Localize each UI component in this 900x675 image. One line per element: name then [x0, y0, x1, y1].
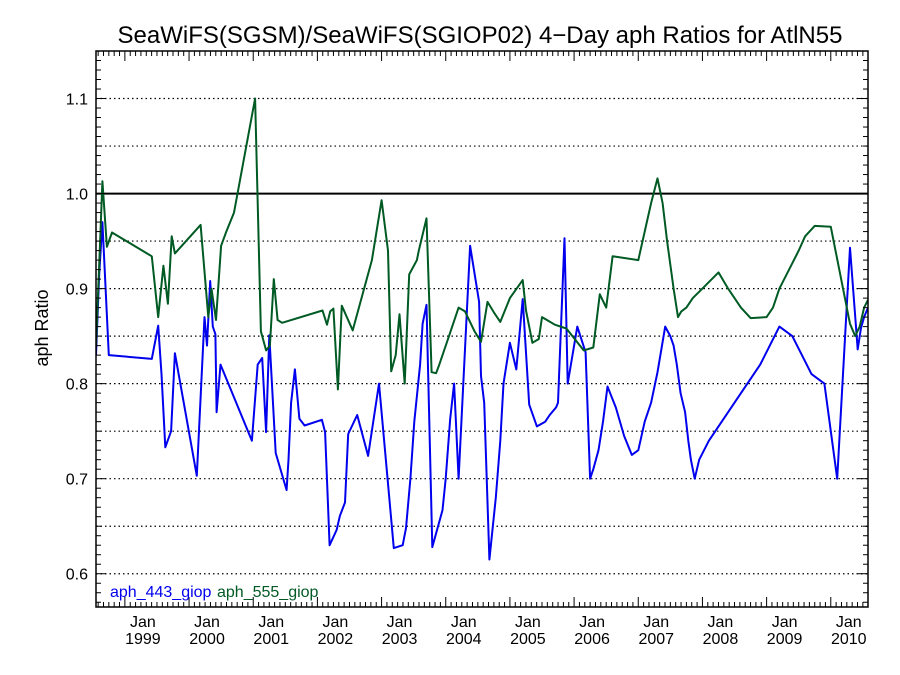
tick-labels: 0.60.70.80.91.01.1Jan1999Jan2000Jan2001J… [66, 92, 867, 648]
x-tick-month-4: Jan [387, 614, 413, 631]
x-tick-month-9: Jan [708, 614, 734, 631]
x-tick-month-7: Jan [579, 614, 605, 631]
y-tick-label-4: 1.0 [66, 187, 88, 204]
x-tick-year-6: 2005 [510, 631, 546, 648]
x-tick-month-5: Jan [451, 614, 477, 631]
x-tick-year-4: 2003 [382, 631, 418, 648]
y-tick-label-1: 0.7 [66, 472, 88, 489]
x-tick-year-8: 2007 [638, 631, 674, 648]
legend: aph_443_giop aph_555_giop [110, 584, 319, 601]
axes [95, 50, 869, 608]
x-tick-year-7: 2006 [574, 631, 610, 648]
y-tick-label-0: 0.6 [66, 567, 88, 584]
x-tick-month-8: Jan [643, 614, 669, 631]
legend-entry-0: aph_443_giop [110, 584, 212, 601]
x-tick-year-3: 2002 [318, 631, 354, 648]
legend-entry-1: aph_555_giop [217, 584, 319, 601]
series-lines [96, 97, 868, 561]
x-tick-year-0: 1999 [125, 631, 161, 648]
x-tick-year-5: 2004 [446, 631, 482, 648]
x-tick-month-2: Jan [258, 614, 284, 631]
series-line-1 [96, 97, 868, 391]
x-tick-year-11: 2010 [831, 631, 867, 648]
plot-frame [95, 50, 869, 608]
x-tick-month-1: Jan [194, 614, 220, 631]
x-tick-year-2: 2001 [253, 631, 289, 648]
series-line-0 [96, 221, 868, 561]
y-axis-label: aph Ratio [32, 289, 52, 366]
x-tick-year-1: 2000 [189, 631, 225, 648]
x-tick-month-11: Jan [836, 614, 862, 631]
y-tick-label-2: 0.8 [66, 377, 88, 394]
x-tick-year-9: 2008 [703, 631, 739, 648]
x-tick-month-10: Jan [772, 614, 798, 631]
x-tick-month-6: Jan [515, 614, 541, 631]
grid-lines [96, 97, 868, 575]
x-tick-month-0: Jan [130, 614, 156, 631]
y-tick-label-5: 1.1 [66, 92, 88, 109]
x-tick-month-3: Jan [322, 614, 348, 631]
chart-title: SeaWiFS(SGSM)/SeaWiFS(SGIOP02) 4−Day aph… [118, 22, 843, 49]
x-tick-year-10: 2009 [767, 631, 803, 648]
y-tick-label-3: 0.9 [66, 282, 88, 299]
